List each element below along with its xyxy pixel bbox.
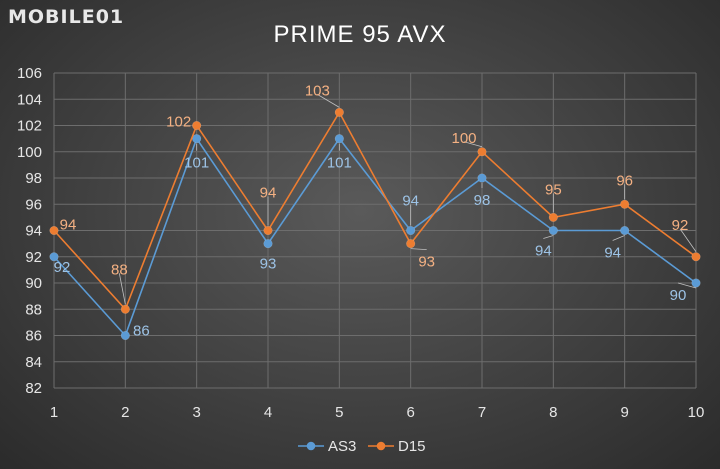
x-tick-label: 5 (335, 404, 343, 421)
y-tick-label: 88 (25, 301, 42, 318)
data-point-d15 (620, 199, 630, 209)
data-label-as3: 93 (260, 256, 277, 273)
data-label-d15: 95 (545, 181, 562, 198)
y-tick-label: 86 (25, 328, 42, 345)
data-label-d15: 96 (616, 172, 633, 189)
data-point-as3 (263, 239, 273, 249)
leader-line (612, 235, 625, 241)
data-label-d15: 94 (260, 185, 277, 202)
data-point-d15 (120, 304, 130, 314)
legend-label: AS3 (328, 438, 356, 455)
data-point-as3 (477, 173, 487, 183)
y-tick-label: 104 (17, 91, 42, 108)
mobile01-logo: MOBILE01 (8, 6, 125, 28)
x-tick-label: 1 (50, 404, 58, 421)
data-label-d15: 92 (672, 217, 689, 234)
data-point-as3 (120, 330, 130, 341)
data-label-as3: 94 (535, 243, 552, 260)
data-point-as3 (548, 225, 558, 236)
data-point-d15 (192, 120, 202, 131)
data-label-d15: 88 (111, 261, 128, 278)
data-point-d15 (477, 147, 487, 157)
x-tick-label: 2 (121, 404, 129, 421)
leader-line (463, 141, 483, 148)
legend-marker (376, 441, 386, 451)
leader-line (118, 273, 126, 305)
legend: AS3 D15 (298, 438, 426, 455)
data-label-as3: 101 (327, 155, 352, 172)
legend-label: D15 (398, 438, 426, 455)
leader-line (410, 248, 427, 251)
data-point-d15 (691, 252, 701, 262)
leader-line (543, 235, 554, 239)
y-tick-label: 90 (25, 275, 42, 292)
y-tick-label: 102 (17, 118, 42, 135)
data-labels: 92 86 101 93 101 94 98 94 94 90 94 88 102 94 103 93 100 9… (54, 82, 697, 340)
x-tick-label: 9 (620, 404, 628, 421)
x-tick-label: 6 (406, 404, 414, 421)
y-axis: 82 84 86 88 90 92 94 96 98 100 102 104 106 (17, 65, 42, 397)
x-tick-label: 7 (478, 404, 486, 421)
legend-item-d15: D15 (368, 438, 426, 455)
data-point-as3 (406, 225, 416, 236)
y-tick-label: 84 (25, 354, 42, 371)
data-point-as3 (192, 134, 202, 144)
y-tick-label: 96 (25, 196, 42, 213)
data-point-as3 (691, 278, 701, 288)
series-group (49, 107, 701, 341)
x-tick-label: 10 (688, 404, 705, 421)
data-point-as3 (334, 134, 344, 144)
y-tick-label: 100 (17, 144, 42, 161)
data-label-d15: 100 (451, 130, 476, 147)
legend-item-as3: AS3 (298, 438, 356, 455)
data-label-d15: 102 (166, 114, 191, 131)
legend-marker (306, 441, 316, 451)
data-point-as3 (49, 252, 59, 262)
y-tick-label: 98 (25, 170, 42, 187)
data-point-d15 (49, 225, 59, 236)
data-point-d15 (406, 239, 416, 249)
series-line-d15 (53, 110, 697, 311)
data-label-as3: 98 (474, 192, 491, 209)
data-point-d15 (263, 225, 273, 236)
y-tick-label: 94 (25, 223, 42, 240)
x-tick-label: 8 (549, 404, 557, 421)
leader-line (679, 228, 697, 252)
leader-line (317, 94, 340, 108)
data-point-d15 (334, 107, 344, 117)
series-line-as3 (53, 136, 697, 338)
data-label-as3: 90 (670, 287, 687, 304)
data-label-as3: 92 (54, 259, 71, 276)
data-label-d15: 103 (305, 82, 330, 99)
x-tick-label: 4 (264, 404, 272, 421)
data-point-as3 (620, 225, 630, 236)
y-tick-label: 92 (25, 249, 42, 266)
series-d15 (49, 107, 701, 314)
x-axis: 1 2 3 4 5 6 7 8 9 10 (50, 404, 705, 421)
data-label-d15: 94 (60, 217, 77, 234)
data-label-as3: 101 (184, 155, 209, 172)
y-tick-label: 82 (25, 380, 42, 397)
chart-title: PRIME 95 AVX (274, 21, 447, 48)
data-label-as3: 94 (604, 245, 621, 262)
leader-line (677, 282, 697, 289)
data-label-d15: 93 (418, 254, 435, 271)
data-point-d15 (548, 212, 558, 222)
data-label-as3: 94 (402, 193, 419, 210)
y-tick-label: 106 (17, 65, 42, 82)
data-label-as3: 86 (133, 323, 150, 340)
series-as3 (49, 134, 701, 341)
x-tick-label: 3 (192, 404, 200, 421)
